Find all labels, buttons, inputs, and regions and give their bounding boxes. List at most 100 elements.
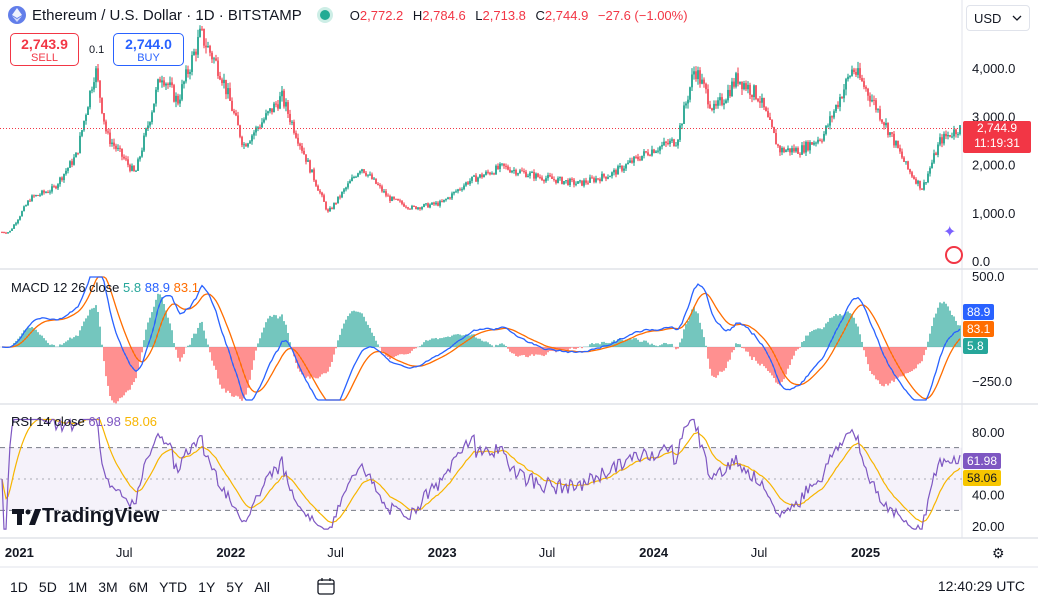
macd-hist-bar [535, 347, 537, 355]
tf-6m[interactable]: 6M [128, 579, 149, 595]
macd-hist-bar [805, 335, 807, 347]
price-candle [533, 169, 535, 182]
symbol-title[interactable]: Ethereum / U.S. Dollar · 1D · BITSTAMP [32, 6, 302, 24]
candle-body [105, 121, 107, 132]
candle-body [839, 97, 841, 107]
price-candle [847, 73, 849, 82]
candle-body [199, 28, 201, 37]
candle-body [27, 200, 29, 206]
flag-icon[interactable] [945, 246, 963, 264]
macd-hist-bar [303, 347, 305, 376]
macd-hist-bar [605, 342, 607, 347]
macd-hist-bar [209, 347, 211, 353]
price-candle [227, 82, 229, 99]
tf-5y[interactable]: 5Y [226, 579, 244, 595]
price-candle [739, 81, 741, 85]
macd-hist-bar [873, 347, 875, 376]
candle-body [565, 180, 567, 182]
price-candle [741, 81, 743, 95]
candle-body [493, 173, 495, 175]
price-candle [835, 104, 837, 114]
price-candle [515, 168, 517, 177]
price-candle [667, 138, 669, 146]
gear-icon[interactable]: ⚙ [992, 545, 1005, 561]
macd-line [1, 276, 961, 401]
candle-body [43, 190, 45, 193]
candle-body [817, 139, 819, 143]
tf-all[interactable]: All [254, 579, 270, 595]
candle-body [137, 159, 139, 171]
tf-ytd[interactable]: YTD [159, 579, 188, 595]
tf-3m[interactable]: 3M [98, 579, 118, 595]
candle-body [719, 97, 721, 101]
price-tick-label: 3,000.0 [972, 109, 1015, 124]
candle-body [75, 152, 77, 158]
price-candle [333, 202, 335, 210]
macd-hist-bar [787, 347, 789, 369]
macd-hist-bar [485, 341, 487, 347]
candle-body [867, 88, 869, 96]
candle-body [397, 198, 399, 201]
candle-body [211, 52, 213, 60]
tradingview-logo[interactable]: TradingView [12, 505, 159, 528]
tf-1d[interactable]: 1D [10, 579, 28, 595]
macd-hist-bar [951, 315, 953, 347]
price-candle [597, 178, 599, 181]
candle-body [515, 169, 517, 175]
price-candle [379, 183, 381, 189]
macd-hist-bar [489, 344, 491, 347]
macd-hist-bar [581, 347, 583, 349]
candle-body [17, 219, 19, 224]
macd-hist-bar [33, 328, 35, 347]
tf-1m[interactable]: 1M [67, 579, 88, 595]
price-candle [71, 158, 73, 168]
date-range-icon[interactable] [317, 577, 335, 595]
sell-button[interactable]: 2,743.9 SELL [10, 33, 79, 66]
candle-body [191, 55, 193, 72]
macd-hist-bar [309, 347, 311, 379]
price-candle [29, 198, 31, 202]
macd-hist-bar [463, 335, 465, 347]
candle-body [675, 145, 677, 147]
macd-hist-bar [893, 347, 895, 382]
price-candle [167, 82, 169, 89]
price-candle [337, 196, 339, 204]
currency-select[interactable]: USD [966, 5, 1030, 31]
price-candle [217, 57, 219, 79]
macd-hist-bar [917, 347, 919, 365]
tf-1y[interactable]: 1Y [198, 579, 216, 595]
macd-hist-bar [137, 347, 139, 370]
macd-hist-bar [253, 347, 255, 361]
macd-hist-bar [519, 347, 521, 356]
candle-body [617, 166, 619, 175]
candle-body [663, 141, 665, 146]
tf-5d[interactable]: 5D [38, 579, 57, 595]
candle-body [151, 112, 153, 123]
macd-hist-bar [469, 335, 471, 347]
candle-body [477, 177, 479, 182]
sparkle-icon[interactable]: ✦ [943, 224, 957, 241]
candle-body [173, 85, 175, 102]
macd-hist-bar [513, 347, 515, 354]
macd-hist-bar [731, 347, 733, 353]
macd-hist-bar [453, 334, 455, 347]
candle-body [633, 156, 635, 163]
price-candle [879, 105, 881, 122]
candle-body [63, 173, 65, 181]
time-tick-label: 2025 [851, 545, 880, 560]
candle-body [879, 109, 881, 120]
buy-button[interactable]: 2,744.0 BUY [113, 33, 184, 66]
macd-hist-bar [389, 347, 391, 360]
candle-body [193, 51, 195, 56]
macd-hist-bar [883, 347, 885, 387]
candle-body [805, 141, 807, 153]
price-candle [241, 135, 243, 148]
price-candle [253, 130, 255, 140]
price-candle [587, 180, 589, 185]
candle-body [31, 195, 33, 202]
price-candle [1, 231, 3, 234]
candle-body [769, 117, 771, 120]
candle-body [491, 173, 493, 175]
candle-body [551, 176, 553, 179]
